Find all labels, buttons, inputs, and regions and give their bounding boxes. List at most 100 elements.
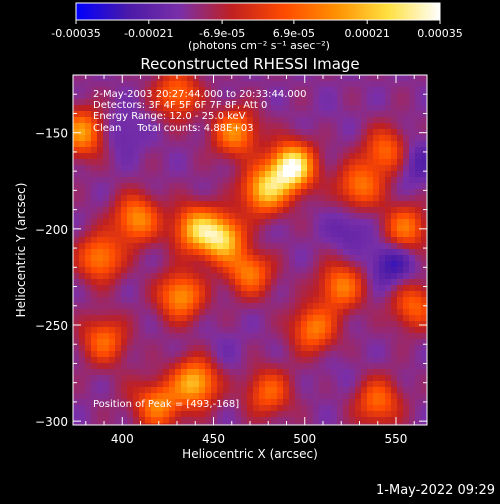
heatmap-cell [283, 267, 290, 274]
heatmap-cell [181, 333, 188, 340]
y-tick-label: −150 [35, 127, 68, 141]
heatmap-cell [295, 309, 302, 316]
heatmap-cell [295, 315, 302, 322]
heatmap-cell [217, 363, 224, 370]
heatmap-cell [397, 381, 404, 388]
heatmap-cell [343, 285, 350, 292]
heatmap-cell [133, 213, 140, 220]
heatmap-cell [391, 159, 398, 166]
heatmap-cell [415, 189, 422, 196]
heatmap-cell [91, 129, 98, 136]
heatmap-cell [139, 117, 146, 124]
heatmap-cell [379, 279, 386, 286]
heatmap-cell [415, 405, 422, 412]
heatmap-cell [169, 243, 176, 250]
heatmap-cell [331, 423, 338, 426]
heatmap-cell [355, 123, 362, 130]
heatmap-cell [193, 237, 200, 244]
heatmap-cell [97, 405, 104, 412]
heatmap-cell [307, 417, 314, 424]
heatmap-cell [247, 225, 254, 232]
heatmap-cell [385, 423, 392, 426]
heatmap-cell [169, 291, 176, 298]
heatmap-cell [349, 195, 356, 202]
heatmap-cell [307, 261, 314, 268]
heatmap-cell [277, 207, 284, 214]
heatmap-cell [145, 183, 152, 190]
heatmap-cell [349, 129, 356, 136]
heatmap-cell [355, 375, 362, 382]
heatmap-cell [355, 183, 362, 190]
heatmap-cell [379, 147, 386, 154]
heatmap-cell [121, 285, 128, 292]
heatmap-cell [133, 93, 140, 100]
heatmap-cell [415, 399, 422, 406]
heatmap-cell [235, 147, 242, 154]
heatmap-cell [85, 411, 92, 418]
heatmap-cell [415, 381, 422, 388]
heatmap-cell [241, 351, 248, 358]
heatmap-cell [379, 225, 386, 232]
heatmap-cell [361, 123, 368, 130]
heatmap-cell [145, 129, 152, 136]
heatmap-cell [373, 285, 380, 292]
heatmap-cell [259, 213, 266, 220]
heatmap-cell [313, 279, 320, 286]
heatmap-cell [355, 321, 362, 328]
heatmap-cell [355, 351, 362, 358]
heatmap-cell [145, 393, 152, 400]
heatmap-cell [229, 411, 236, 418]
heatmap-cell [133, 171, 140, 178]
heatmap-cell [163, 279, 170, 286]
heatmap-cell [421, 141, 428, 148]
y-tick-label: −200 [35, 223, 68, 237]
heatmap-cell [265, 393, 272, 400]
heatmap-cell [349, 117, 356, 124]
heatmap-cell [115, 279, 122, 286]
heatmap-cell [307, 243, 314, 250]
heatmap-cell [181, 399, 188, 406]
heatmap-cell [325, 297, 332, 304]
heatmap-cell [145, 105, 152, 112]
heatmap-cell [259, 261, 266, 268]
heatmap-cell [133, 321, 140, 328]
heatmap-cell [277, 249, 284, 256]
heatmap-cell [295, 363, 302, 370]
heatmap-cell [343, 243, 350, 250]
heatmap-cell [247, 189, 254, 196]
heatmap-cell [163, 321, 170, 328]
heatmap-cell [205, 399, 212, 406]
heatmap-cell [295, 375, 302, 382]
heatmap-cell [139, 363, 146, 370]
heatmap-cell [265, 105, 272, 112]
heatmap-cell [79, 243, 86, 250]
heatmap-cell [367, 219, 374, 226]
heatmap-cell [265, 207, 272, 214]
heatmap-cell [199, 417, 206, 424]
heatmap-cell [307, 411, 314, 418]
heatmap-cell [127, 99, 134, 106]
heatmap-cell [379, 207, 386, 214]
heatmap-cell [307, 219, 314, 226]
heatmap-cell [289, 303, 296, 310]
heatmap-cell [253, 345, 260, 352]
heatmap-cell [85, 177, 92, 184]
heatmap-cell [313, 117, 320, 124]
heatmap-cell [193, 345, 200, 352]
heatmap-cell [163, 231, 170, 238]
heatmap-cell [115, 417, 122, 424]
heatmap-cell [157, 351, 164, 358]
heatmap-cell [235, 75, 242, 82]
heatmap-cell [97, 159, 104, 166]
heatmap-cell [295, 279, 302, 286]
heatmap-cell [295, 237, 302, 244]
heatmap-cell [217, 273, 224, 280]
heatmap-cell [127, 381, 134, 388]
heatmap-cell [397, 219, 404, 226]
heatmap-cell [349, 411, 356, 418]
heatmap-cell [367, 231, 374, 238]
heatmap-cell [193, 201, 200, 208]
heatmap-cell [331, 309, 338, 316]
heatmap-cell [247, 249, 254, 256]
heatmap-cell [379, 375, 386, 382]
